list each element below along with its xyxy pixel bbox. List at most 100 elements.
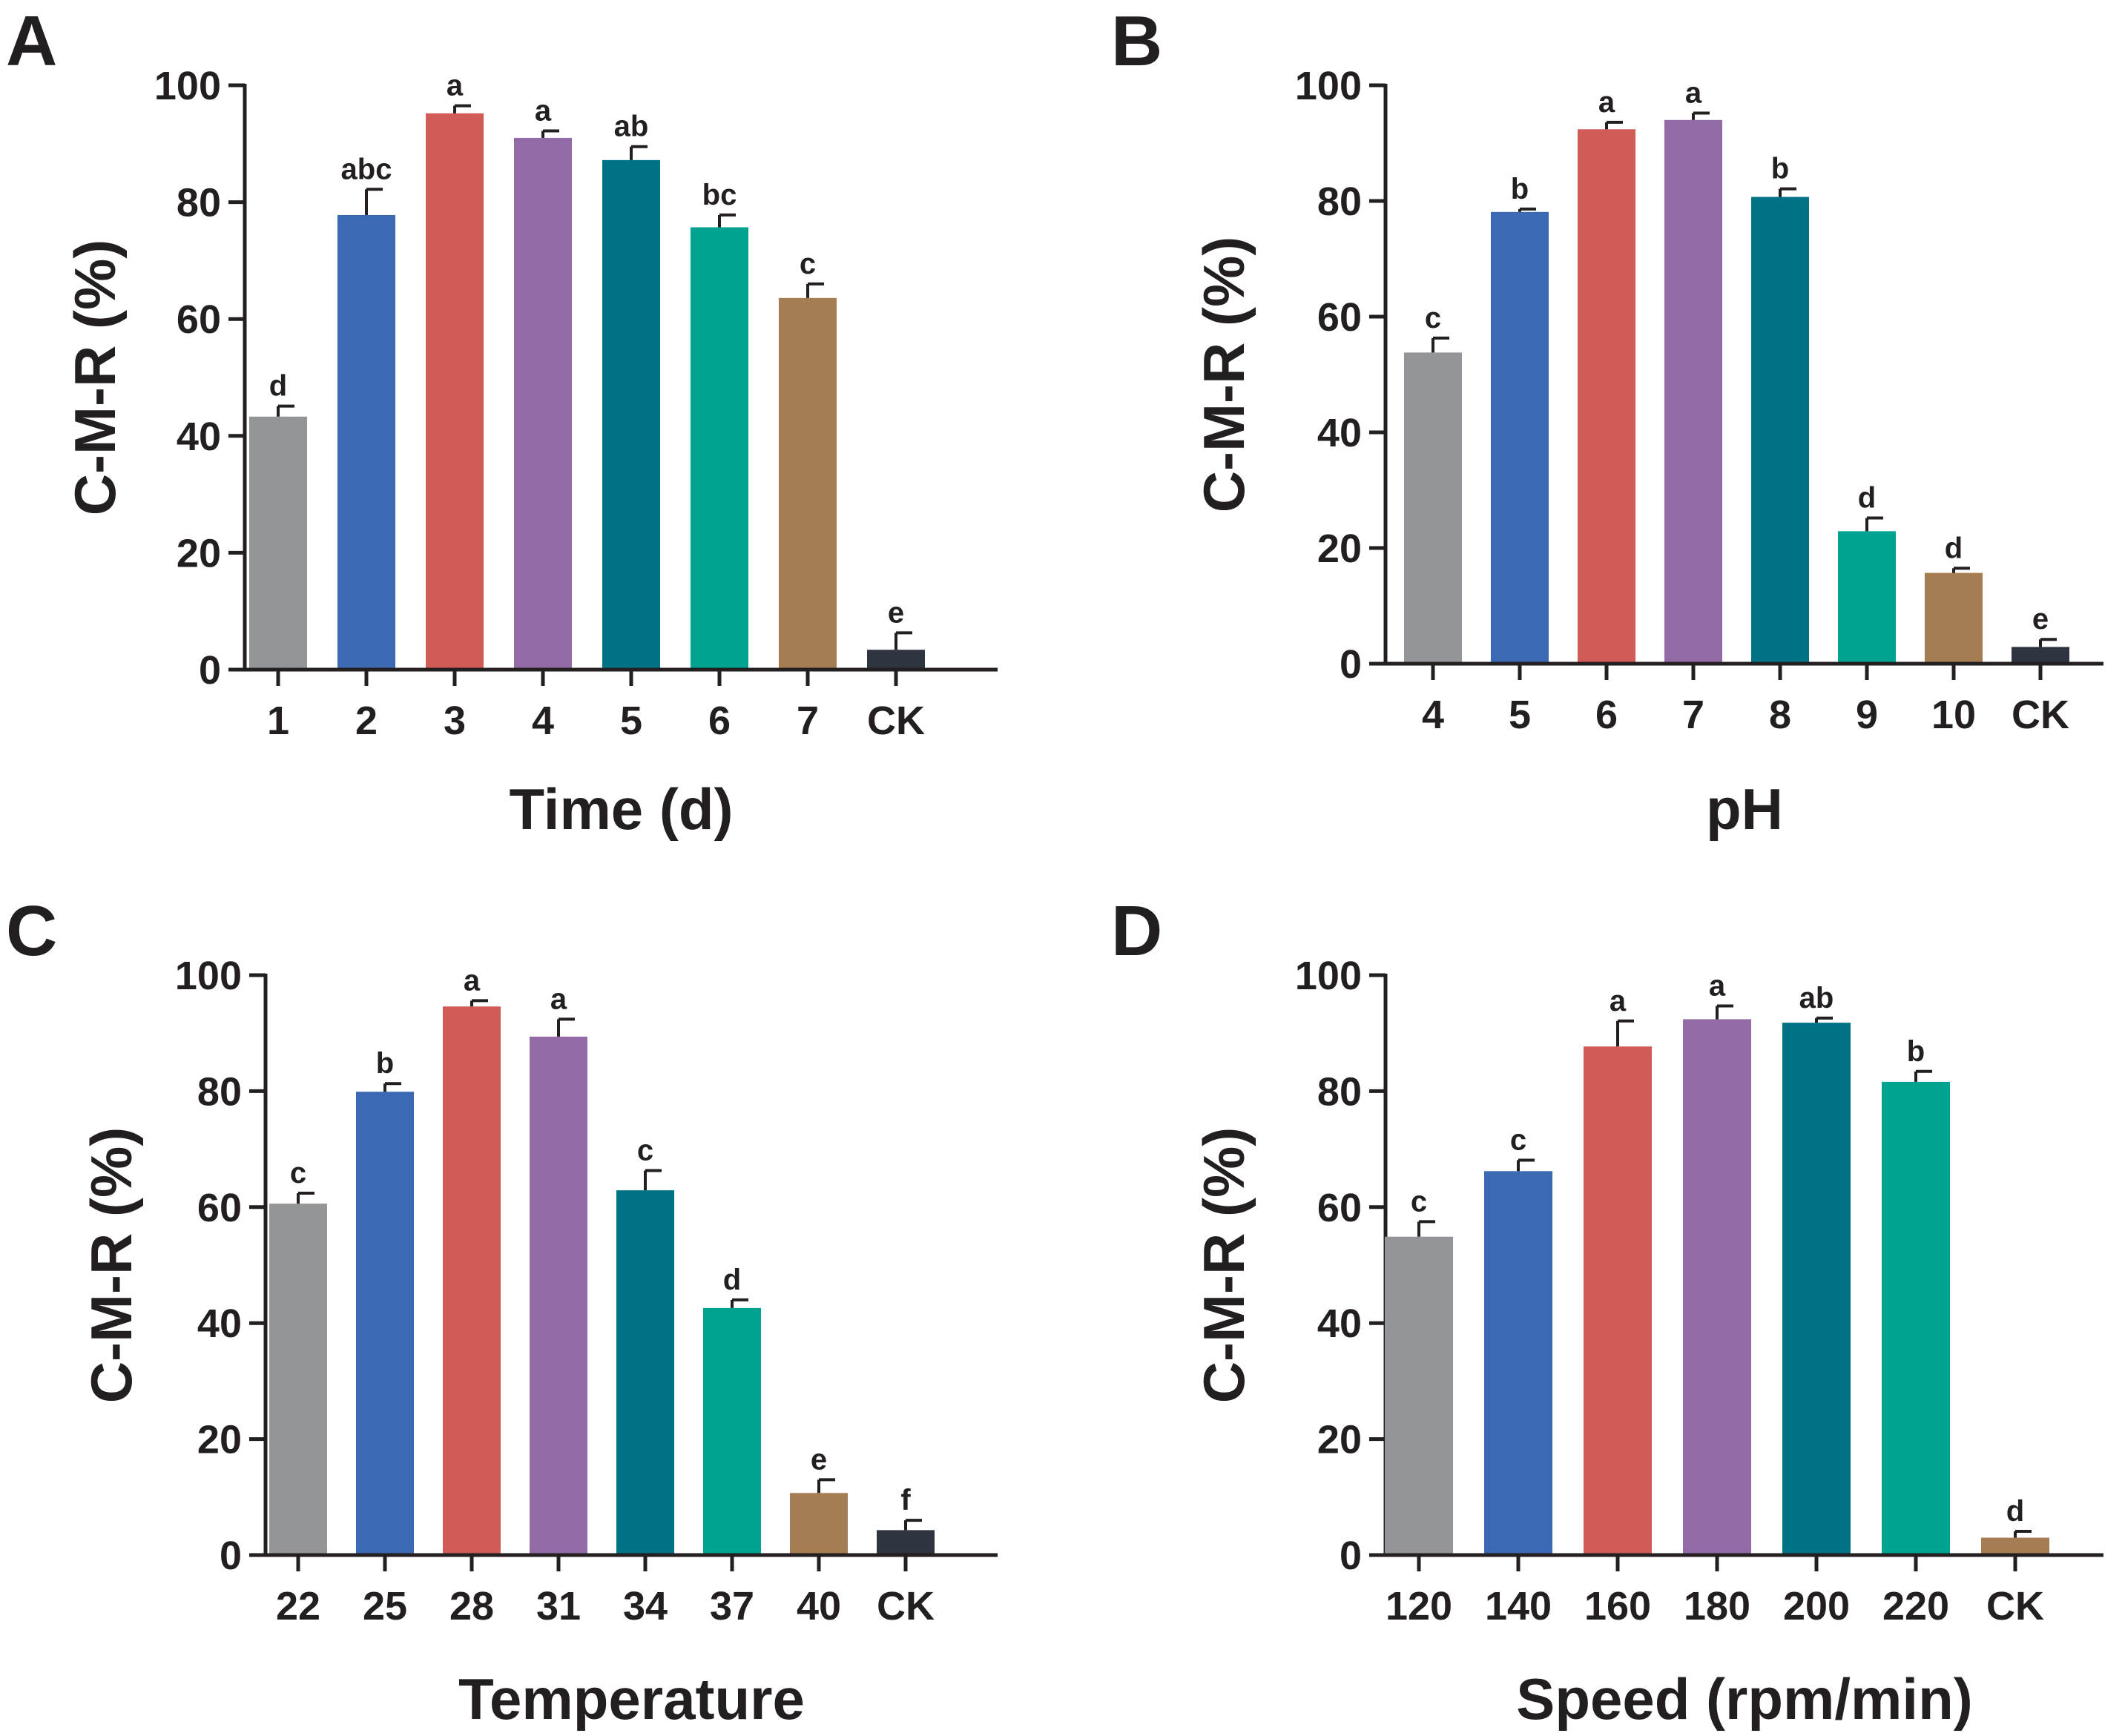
- x-tick-label: 160: [1584, 1584, 1651, 1628]
- x-tick-label: 7: [797, 699, 819, 743]
- panel-letter: C: [6, 891, 57, 971]
- bar: [779, 297, 837, 670]
- x-tick-label: CK: [877, 1584, 935, 1628]
- significance-letter: d: [2006, 1495, 2024, 1528]
- x-tick-label: 2: [355, 699, 378, 743]
- significance-letter: c: [800, 248, 816, 280]
- x-tick-label: CK: [867, 699, 925, 743]
- significance-letter: f: [900, 1484, 911, 1516]
- panel-c: C 0 20 40 60 80 100 c 22 b 25 a 28 a 31 c 34 d 37 e 40 f CK Tem…: [6, 891, 998, 1732]
- y-tick-label: 60: [197, 1186, 242, 1230]
- bar: [602, 159, 660, 670]
- panel-letter: D: [1111, 891, 1162, 971]
- significance-letter: a: [1598, 86, 1615, 119]
- bar: [1385, 1236, 1453, 1555]
- bar: [1584, 1046, 1652, 1555]
- x-tick-label: 6: [1595, 693, 1618, 737]
- significance-letter: c: [1411, 1185, 1427, 1218]
- y-tick-label: 0: [1340, 642, 1362, 687]
- significance-letter: e: [2032, 603, 2049, 636]
- y-tick-label: 60: [177, 297, 221, 342]
- bar: [877, 1530, 935, 1555]
- significance-letter: a: [550, 983, 567, 1015]
- x-tick-label: 37: [710, 1584, 754, 1628]
- bar: [867, 650, 925, 670]
- y-tick-label: 100: [1295, 64, 1362, 108]
- bar: [337, 214, 395, 670]
- significance-letter: c: [1425, 302, 1441, 334]
- y-tick-label: 40: [177, 415, 221, 459]
- x-tick-label: 7: [1682, 693, 1704, 737]
- y-tick-label: 100: [175, 954, 242, 998]
- significance-letter: a: [1610, 985, 1627, 1017]
- y-tick-label: 0: [199, 648, 221, 693]
- bar: [1491, 211, 1549, 664]
- y-tick-label: 100: [1295, 954, 1362, 998]
- x-tick-label: 200: [1783, 1584, 1850, 1628]
- bar: [790, 1493, 848, 1555]
- significance-letter: d: [1945, 532, 1963, 564]
- significance-letter: b: [1511, 173, 1529, 205]
- bar: [1838, 531, 1896, 664]
- x-tick-label: 9: [1856, 693, 1878, 737]
- bar: [356, 1092, 414, 1555]
- bar: [1981, 1537, 2049, 1555]
- bar: [1683, 1019, 1751, 1555]
- x-tick-label: 28: [449, 1584, 494, 1628]
- significance-letter: ab: [1799, 982, 1834, 1014]
- y-tick-label: 80: [177, 181, 221, 225]
- significance-letter: b: [376, 1047, 394, 1080]
- bar: [1404, 352, 1462, 664]
- x-tick-label: 34: [623, 1584, 668, 1628]
- significance-letter: c: [290, 1157, 306, 1189]
- bar: [1664, 119, 1722, 664]
- y-tick-label: 80: [1317, 1069, 1362, 1114]
- y-tick-label: 0: [220, 1534, 242, 1578]
- x-tick-label: 4: [1422, 693, 1444, 737]
- significance-letter: e: [888, 596, 904, 629]
- x-tick-label: 8: [1769, 693, 1791, 737]
- x-tick-label: 180: [1684, 1584, 1750, 1628]
- x-tick-label: CK: [2012, 693, 2069, 737]
- significance-letter: d: [269, 370, 287, 403]
- x-tick-label: 4: [532, 699, 554, 743]
- x-axis-title: Time (d): [510, 776, 734, 842]
- bar: [514, 137, 572, 670]
- significance-letter: c: [1510, 1123, 1526, 1156]
- significance-letter: a: [447, 70, 464, 102]
- x-tick-label: 5: [620, 699, 642, 743]
- bar: [1484, 1171, 1552, 1555]
- significance-letter: a: [1685, 76, 1702, 109]
- significance-letter: b: [1771, 153, 1789, 185]
- x-tick-label: CK: [1986, 1584, 2044, 1628]
- bar: [616, 1190, 674, 1555]
- significance-letter: b: [1907, 1035, 1925, 1068]
- x-tick-label: 31: [536, 1584, 581, 1628]
- bar: [530, 1036, 587, 1555]
- y-tick-label: 60: [1317, 1186, 1362, 1230]
- y-tick-label: 60: [1317, 295, 1362, 340]
- significance-letter: e: [811, 1443, 827, 1476]
- significance-letter: d: [723, 1264, 741, 1296]
- y-tick-label: 100: [154, 64, 221, 108]
- significance-letter: bc: [702, 179, 737, 211]
- bar: [1882, 1081, 1950, 1555]
- bar: [1578, 129, 1635, 664]
- y-tick-label: 20: [177, 531, 221, 575]
- x-tick-label: 120: [1386, 1584, 1452, 1628]
- bar: [1751, 197, 1809, 664]
- significance-letter: abc: [341, 153, 392, 185]
- y-tick-label: 20: [1317, 1418, 1362, 1462]
- significance-letter: a: [535, 94, 552, 127]
- significance-letter: ab: [614, 110, 649, 143]
- panel-letter: B: [1111, 1, 1162, 81]
- y-axis-title: C-M-R (%): [1191, 1127, 1256, 1404]
- significance-letter: d: [1858, 481, 1876, 514]
- x-tick-label: 140: [1485, 1584, 1552, 1628]
- x-tick-label: 10: [1931, 693, 1976, 737]
- x-tick-label: 5: [1509, 693, 1531, 737]
- significance-letter: a: [1709, 969, 1726, 1002]
- y-tick-label: 20: [197, 1418, 242, 1462]
- bar: [269, 1204, 327, 1555]
- bar: [2012, 647, 2069, 664]
